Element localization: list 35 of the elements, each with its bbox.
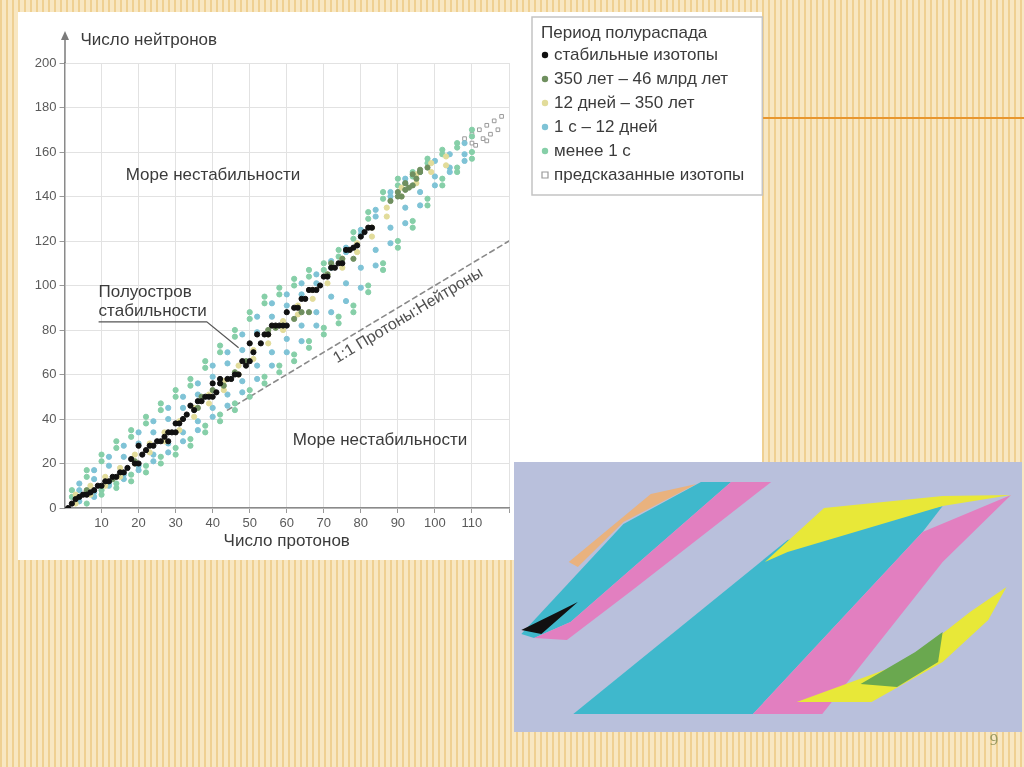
text: 9 — [989, 730, 999, 750]
legend-label: менее 1 с — [554, 140, 632, 160]
legend-label: предсказанные изотопы — [554, 164, 745, 184]
legend-label: стабильные изотопы — [554, 44, 718, 64]
x-tick-label: 50 — [242, 515, 257, 531]
annotation: Море нестабильности — [292, 429, 468, 449]
y-tick-label: 60 — [42, 366, 57, 382]
annotation: Море нестабильности — [125, 164, 301, 184]
y-tick-label: 120 — [34, 232, 57, 248]
y-tick-label: 180 — [34, 99, 57, 115]
x-tick-label: 40 — [205, 515, 220, 531]
x-tick-label: 20 — [131, 515, 146, 531]
legend-label: 12 дней – 350 лет — [554, 92, 695, 112]
y-tick-label: 20 — [42, 455, 57, 471]
legend-title: Период полураспада — [541, 22, 708, 42]
x-tick-label: 60 — [279, 515, 294, 531]
x-tick-label: 80 — [353, 515, 369, 531]
y-tick-label: 0 — [49, 499, 57, 515]
y-tick-label: 160 — [34, 143, 57, 159]
y-tick-label: 80 — [42, 321, 57, 337]
legend-label: 350 лет – 46 млрд лет — [554, 68, 729, 88]
y-tick-label: 100 — [34, 277, 57, 293]
y-tick-label: 200 — [34, 54, 57, 70]
annotation: Полуостров стабильности — [98, 282, 207, 321]
legend-label: 1 с – 12 дней — [554, 116, 658, 136]
x-tick-label: 30 — [168, 515, 183, 531]
y-axis-title: Число нейтронов — [80, 29, 218, 49]
x-tick-label: 90 — [390, 515, 406, 531]
x-axis-title: Число протонов — [223, 531, 350, 551]
x-tick-label: 10 — [94, 515, 109, 531]
y-tick-label: 40 — [42, 410, 57, 426]
y-tick-label: 140 — [34, 188, 57, 204]
x-tick-label: 70 — [316, 515, 332, 531]
x-tick-label: 100 — [424, 515, 446, 531]
x-tick-label: 110 — [461, 515, 483, 531]
